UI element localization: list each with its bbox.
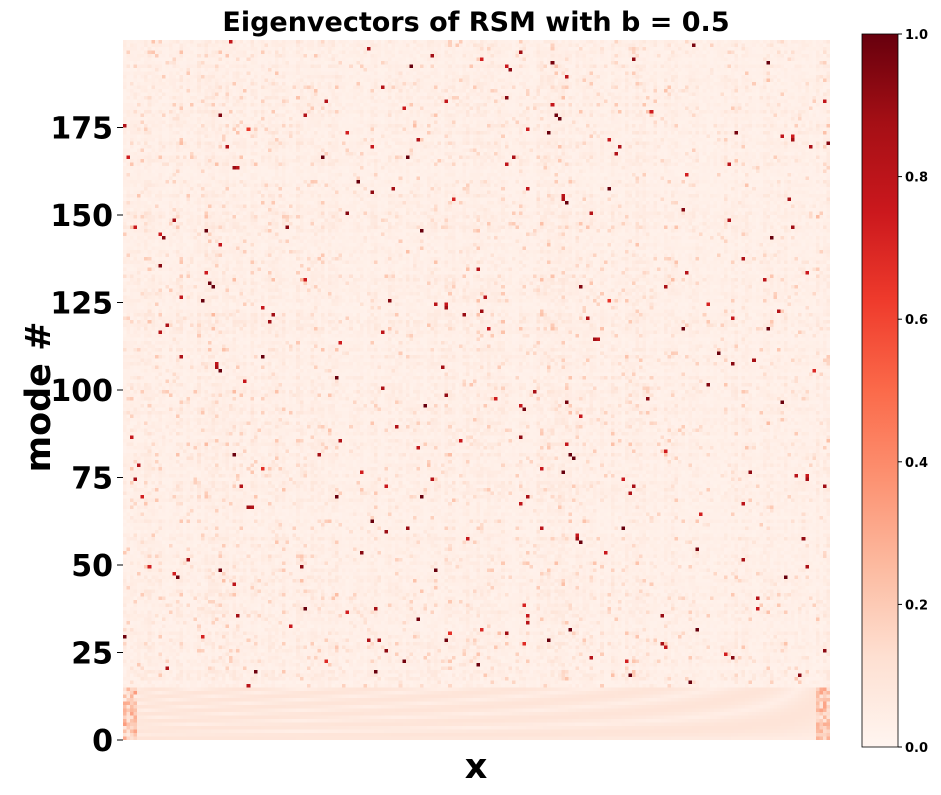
- heatmap-plot-area: [123, 40, 830, 740]
- y-tick-label: 0: [92, 724, 113, 759]
- y-tick-label: 150: [50, 199, 113, 234]
- colorbar-tick-label: 1.0: [905, 28, 928, 43]
- y-tick-label: 25: [71, 637, 113, 672]
- y-tick-label: 125: [50, 287, 113, 322]
- chart-title: Eigenvectors of RSM with b = 0.5: [222, 7, 729, 38]
- y-tick-label: 50: [71, 549, 113, 584]
- y-tick-label: 75: [71, 462, 113, 497]
- y-axis: 0 25 50 75 100 125 150 175: [50, 112, 123, 759]
- colorbar-tick-label: 0.8: [905, 171, 928, 186]
- heatmap-image: [123, 40, 830, 740]
- y-axis-label: mode #: [19, 322, 59, 473]
- colorbar-tick-label: 0.6: [905, 313, 928, 328]
- y-tick-label: 175: [50, 112, 113, 147]
- colorbar-tick-label: 0.4: [905, 456, 928, 471]
- colorbar-axis: 0.0 0.2 0.4 0.6 0.8 1.0: [898, 28, 928, 756]
- colorbar-tick-label: 0.0: [905, 741, 928, 756]
- y-tick-label: 100: [50, 374, 113, 409]
- colorbar-tick-label: 0.2: [905, 598, 928, 613]
- x-axis-label: x: [465, 747, 488, 787]
- colorbar: [861, 33, 899, 748]
